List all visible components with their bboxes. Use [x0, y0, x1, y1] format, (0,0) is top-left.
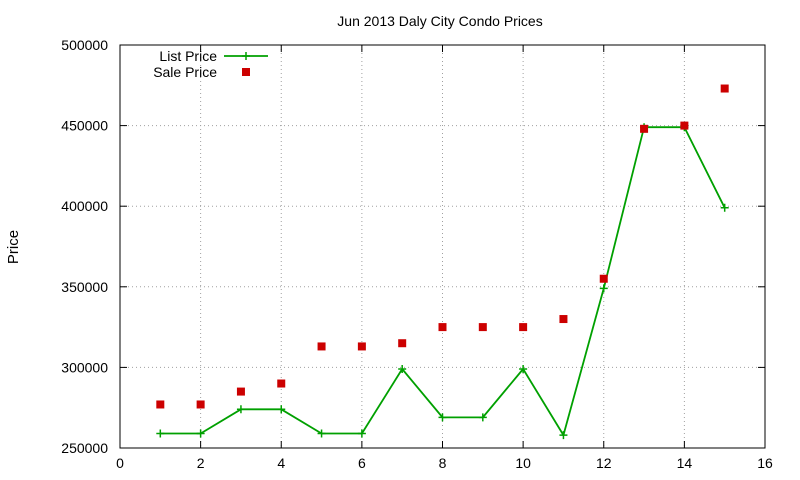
list-price-point — [196, 429, 205, 438]
x-tick-label: 12 — [596, 455, 612, 471]
y-tick-label: 500000 — [61, 37, 108, 53]
sale-price-point — [236, 387, 245, 396]
list-price-point — [156, 429, 165, 438]
sale-price-point — [438, 323, 447, 332]
sale-price-point — [559, 315, 568, 324]
sale-price-point — [640, 124, 649, 133]
sale-price-point — [277, 379, 286, 388]
y-tick-label: 450000 — [61, 118, 108, 134]
sale-price-point — [196, 400, 205, 409]
list-price-point — [277, 405, 286, 414]
list-price-point — [720, 203, 729, 212]
y-tick-label: 300000 — [61, 359, 108, 375]
y-tick-label: 350000 — [61, 279, 108, 295]
grid — [120, 45, 765, 448]
list-price-point — [317, 429, 326, 438]
x-tick-label: 14 — [677, 455, 693, 471]
legend-plus-marker — [242, 52, 250, 60]
x-tick-label: 4 — [277, 455, 285, 471]
x-tick-label: 0 — [116, 455, 124, 471]
sale-price-point — [599, 274, 608, 283]
sale-price-point — [680, 121, 689, 130]
chart-title: Jun 2013 Daly City Condo Prices — [337, 13, 542, 29]
series-layer — [156, 84, 729, 440]
axis-ticks: 0 2 4 6 8 10 12 14 16 250000 300000 350000 400000 450… — [61, 37, 773, 471]
x-tick-label: 10 — [515, 455, 531, 471]
list-price-point — [599, 284, 608, 293]
sale-price-point — [720, 84, 729, 93]
list-price-point — [357, 429, 366, 438]
x-tick-label: 16 — [757, 455, 773, 471]
list-price-point — [478, 413, 487, 422]
sale-price-point — [519, 323, 528, 332]
x-tick-label: 8 — [439, 455, 447, 471]
list-price-point — [438, 413, 447, 422]
y-tick-label: 250000 — [61, 440, 108, 456]
legend-square-marker — [242, 68, 250, 76]
legend-label: List Price — [159, 48, 217, 64]
sale-price-point — [478, 323, 487, 332]
list-price-point — [559, 431, 568, 440]
list-price-point — [519, 365, 528, 374]
sale-price-point — [398, 339, 407, 348]
list-price-point — [236, 405, 245, 414]
x-tick-label: 6 — [358, 455, 366, 471]
sale-price-point — [156, 400, 165, 409]
list-price-point — [398, 365, 407, 374]
sale-price-point — [357, 342, 366, 351]
y-axis-label: Price — [5, 230, 22, 264]
plot-frame — [119, 44, 766, 449]
y-tick-label: 400000 — [61, 198, 108, 214]
legend-label: Sale Price — [153, 64, 217, 80]
sale-price-point — [317, 342, 326, 351]
x-tick-label: 2 — [197, 455, 205, 471]
